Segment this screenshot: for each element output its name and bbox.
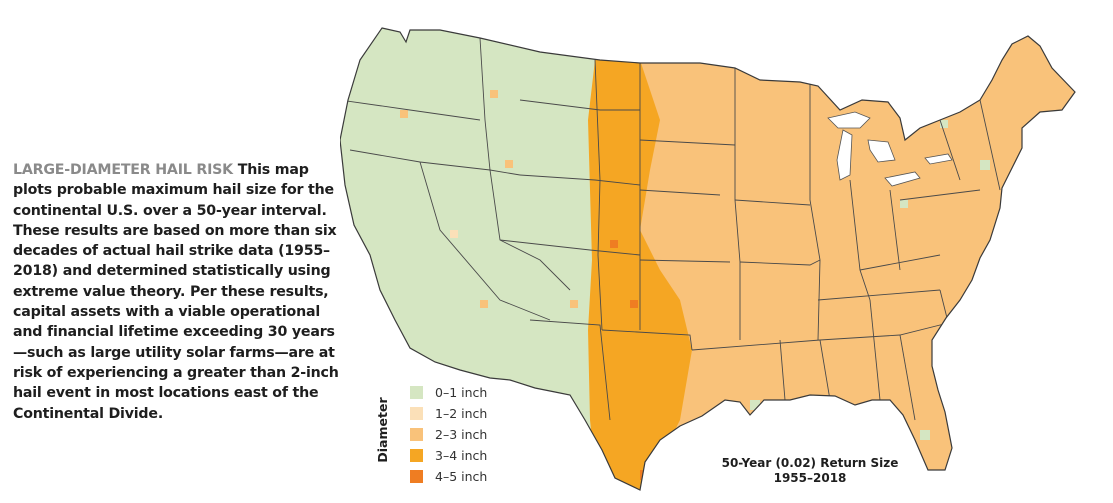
caption-body: This map plots probable maximum hail siz… <box>13 162 339 422</box>
legend-item-1-2-inch: 1–2 inch <box>410 405 487 421</box>
lake-erie <box>884 171 921 187</box>
legend-label: 4–5 inch <box>435 468 488 484</box>
legend-swatch <box>410 406 423 420</box>
region-0-1-inch-cell <box>920 430 930 440</box>
region-0-1-inch-cell <box>940 120 948 128</box>
hail-risk-map <box>340 0 1113 503</box>
region-2-3-inch-cell <box>570 300 578 308</box>
map-title-line1: 50-Year (0.02) Return Size <box>721 456 899 470</box>
legend-swatch <box>410 385 423 399</box>
lake-superior <box>827 111 871 129</box>
legend-label: 0–1 inch <box>435 384 488 400</box>
legend-swatch <box>410 427 423 441</box>
region-4-5-inch-cell <box>630 300 638 308</box>
map-title: 50-Year (0.02) Return Size 1955–2018 <box>705 456 915 486</box>
region-2-3-inch-cell <box>400 110 408 118</box>
legend-swatch <box>410 448 423 462</box>
lake-ontario <box>924 153 953 165</box>
legend-item-2-3-inch: 2–3 inch <box>410 426 487 442</box>
legend-label: 1–2 inch <box>435 405 488 421</box>
us-outline <box>340 27 1076 491</box>
legend-item-0-1-inch: 0–1 inch <box>410 384 487 400</box>
legend-swatch <box>410 469 423 483</box>
legend: 0–1 inch 1–2 inch 2–3 inch 3–4 inch 4–5 … <box>388 384 518 489</box>
lake-michigan <box>836 129 853 181</box>
legend-item-3-4-inch: 3–4 inch <box>410 447 487 463</box>
region-2-3-inch-cell <box>480 300 488 308</box>
lake-huron <box>867 139 896 163</box>
caption-kicker: LARGE-DIAMETER HAIL RISK <box>13 162 233 178</box>
region-0-1-inch-cell <box>980 160 990 170</box>
region-0-1-inch-cell <box>750 400 760 410</box>
us-map-svg <box>340 27 1076 491</box>
region-2-3-inch-cell <box>505 160 513 168</box>
legend-label: 3–4 inch <box>435 447 488 463</box>
legend-label: 2–3 inch <box>435 426 488 442</box>
region-4-5-inch-cell <box>610 240 618 248</box>
region-1-2-inch-cell <box>450 230 458 238</box>
legend-item-4-5-inch: 4–5 inch <box>410 468 487 484</box>
map-title-line2: 1955–2018 <box>773 471 847 485</box>
map-caption: LARGE-DIAMETER HAIL RISK This map plots … <box>13 160 348 424</box>
region-2-3-inch-cell <box>490 90 498 98</box>
state-borders <box>340 37 1001 421</box>
region-0-1-inch-cell <box>900 200 908 208</box>
